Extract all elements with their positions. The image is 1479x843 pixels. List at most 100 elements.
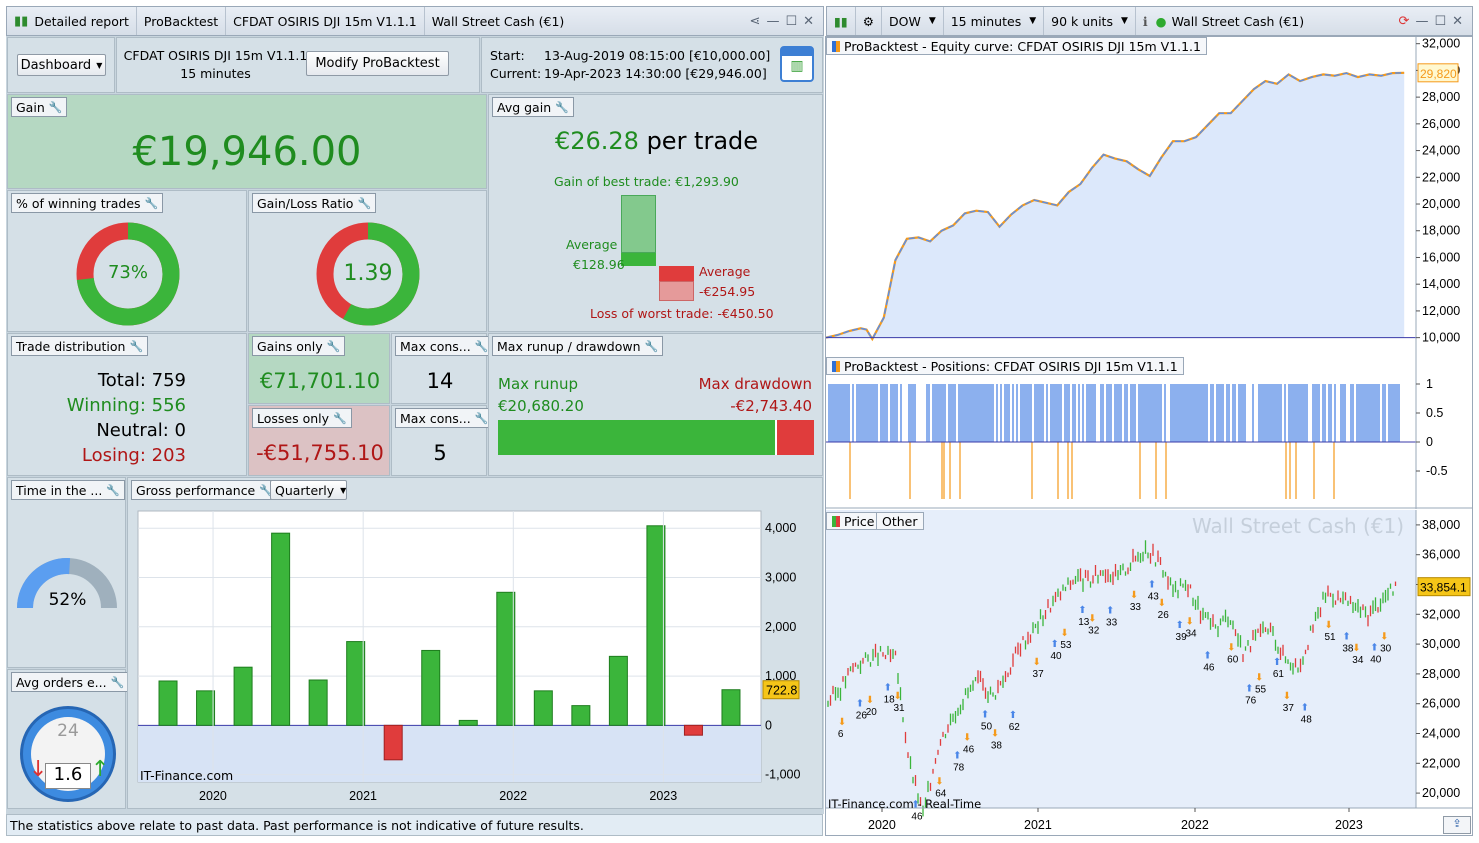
donut-win-arc: [76, 222, 180, 326]
runup-drawdown-cell: Max runup / drawdown 🔧 Max runup €20,680.…: [488, 333, 823, 476]
trade-label: 46: [963, 744, 975, 755]
maximize-icon[interactable]: ☐: [785, 13, 798, 29]
losses-only-tag[interactable]: Losses only 🔧: [252, 408, 352, 428]
avg-gain-tag[interactable]: Avg gain 🔧: [492, 97, 574, 117]
bar: [308, 679, 328, 726]
runup-drawdown-label: Max runup / drawdown: [497, 338, 641, 354]
trade-label: 13: [1078, 617, 1090, 628]
tab-detailed-report[interactable]: ▮▮ Detailed report: [7, 7, 137, 35]
bar: [158, 680, 178, 726]
trade-label: 53: [1060, 640, 1072, 651]
close-icon[interactable]: ✕: [803, 13, 814, 29]
bar: [196, 690, 216, 726]
units-dropdown[interactable]: 90 k units ▼: [1044, 7, 1136, 35]
last-value-label: 722.8: [766, 684, 797, 698]
trade-arrow: ⬆: [1301, 702, 1309, 713]
chart-icon-tab[interactable]: ▮▮: [827, 7, 856, 35]
runup-drawdown-tag[interactable]: Max runup / drawdown 🔧: [492, 336, 664, 356]
dashboard-dropdown[interactable]: Dashboard ▼: [17, 54, 106, 76]
bar: [271, 532, 291, 726]
positions-chart: 1 0.5 0 -0.5: [826, 357, 1472, 509]
gain-tag[interactable]: Gain 🔧: [11, 97, 68, 117]
share-icon[interactable]: ⋖: [749, 13, 761, 29]
timeframe-dropdown[interactable]: 15 minutes ▼: [944, 7, 1045, 35]
trade-arrow: ⬇: [1060, 628, 1068, 639]
avg-gain-bar: [621, 253, 656, 266]
last-value-box: [1417, 63, 1459, 83]
trade-distribution-tag[interactable]: Trade distribution 🔧: [11, 336, 149, 356]
max-cons-loss-tag[interactable]: Max cons... 🔧: [395, 408, 494, 428]
time-in-market-gauge: [17, 558, 117, 609]
maximize-icon[interactable]: ☐: [1434, 13, 1447, 29]
wrench-icon[interactable]: 🔧: [106, 483, 121, 497]
period-dropdown[interactable]: Quarterly ▼: [270, 480, 347, 500]
max-runup-value: €20,680.20: [498, 397, 584, 415]
gains-only-tag[interactable]: Gains only 🔧: [252, 336, 346, 356]
trade-label: 18: [884, 695, 896, 706]
gross-performance-chart: 4,000 3,000 2,000 1,000 0 -1,000 2020 2021 2022 2…: [137, 510, 800, 803]
positions-title: ProBacktest - Positions: CFDAT OSIRIS DJ…: [844, 358, 1178, 374]
report-icon[interactable]: ▥: [780, 46, 814, 82]
positions-title-tag[interactable]: ProBacktest - Positions: CFDAT OSIRIS DJ…: [826, 357, 1184, 375]
y-tick-label: 1: [1426, 377, 1433, 391]
tab-probacktest[interactable]: ProBacktest: [137, 7, 227, 35]
winning-pct-label: % of winning trades: [16, 195, 141, 211]
instrument-info[interactable]: ℹ ● Wall Street Cash (€1): [1136, 7, 1311, 35]
price-watermark: Wall Street Cash (€1): [1192, 514, 1405, 538]
wrench-icon[interactable]: 🔧: [474, 339, 489, 353]
symbol-dropdown[interactable]: DOW ▼: [882, 7, 944, 35]
trade-arrow: ⬇: [1352, 643, 1360, 654]
minimize-icon[interactable]: —: [766, 13, 780, 29]
avg-gain-bar-value: €128.96: [573, 257, 625, 272]
time-in-market-tag[interactable]: Time in the ... 🔧: [11, 480, 126, 500]
tab-strategy[interactable]: CFDAT OSIRIS DJI 15m V1.1.1: [226, 7, 425, 35]
max-cons-win-tag[interactable]: Max cons... 🔧: [395, 336, 494, 356]
max-cons-win-label: Max cons...: [400, 338, 471, 354]
wrench-icon[interactable]: 🔧: [474, 411, 489, 425]
wrench-icon[interactable]: 🔧: [144, 196, 159, 210]
wrench-icon[interactable]: 🔧: [333, 411, 347, 425]
y-tick-label: 10,000: [1422, 331, 1460, 345]
modify-probacktest-button[interactable]: Modify ProBacktest: [306, 51, 449, 76]
close-icon[interactable]: ✕: [1452, 13, 1463, 29]
gain-loss-ratio-tag[interactable]: Gain/Loss Ratio 🔧: [252, 193, 377, 213]
bar: [721, 689, 741, 726]
wrench-icon[interactable]: 🔧: [129, 339, 144, 353]
worst-trade: Loss of worst trade: -€450.50: [590, 306, 774, 321]
gross-performance-tag[interactable]: Gross performance 🔧: [131, 480, 278, 500]
price-tab[interactable]: Price: [826, 512, 881, 530]
minimize-icon[interactable]: —: [1415, 13, 1429, 29]
trade-label: 34: [1352, 655, 1364, 666]
gain-value: €19,946.00: [132, 129, 362, 175]
y-tick-label: 28,000: [1422, 90, 1460, 104]
wrench-icon[interactable]: 🔧: [259, 483, 273, 497]
other-tab[interactable]: Other: [876, 512, 924, 530]
wrench-icon[interactable]: 🔧: [555, 100, 569, 114]
settings-tab[interactable]: ⚙: [856, 7, 882, 35]
scroll-to-end-button[interactable]: ⇪: [1443, 816, 1471, 834]
y-tick-label: 3,000: [765, 571, 796, 585]
wrench-icon[interactable]: 🔧: [110, 675, 125, 689]
trade-label: 78: [953, 763, 965, 774]
avg-gain-bar-label: Average: [566, 237, 618, 252]
tab-instrument[interactable]: Wall Street Cash (€1): [425, 7, 572, 35]
price-footer: IT-Finance.com - Real-Time: [828, 797, 982, 811]
trade-label: 76: [1245, 696, 1257, 707]
wrench-icon[interactable]: 🔧: [48, 100, 63, 114]
chevron-down-icon: ▼: [340, 485, 347, 495]
refresh-icon[interactable]: ⟳: [1398, 13, 1410, 29]
units-label: 90 k units: [1051, 13, 1113, 29]
wrench-icon[interactable]: 🔧: [644, 339, 659, 353]
avg-loss-bar: [659, 266, 694, 281]
info-icon[interactable]: ℹ: [1142, 13, 1148, 29]
gain-loss-ratio-label: Gain/Loss Ratio: [257, 195, 354, 211]
winning-pct-tag[interactable]: % of winning trades 🔧: [11, 193, 164, 213]
total-trades: Total: 759: [97, 370, 186, 391]
avg-orders-tag[interactable]: Avg orders e... 🔧: [11, 672, 130, 692]
max-cons-loss-cell: Max cons... 🔧 5: [391, 405, 494, 476]
equity-title-tag[interactable]: ProBacktest - Equity curve: CFDAT OSIRIS…: [826, 37, 1207, 55]
left-window-titlebar: ▮▮ Detailed report ProBacktest CFDAT OSI…: [6, 6, 824, 36]
avg-gain-value: €26.28: [554, 127, 639, 155]
wrench-icon[interactable]: 🔧: [357, 196, 372, 210]
wrench-icon[interactable]: 🔧: [326, 339, 341, 353]
